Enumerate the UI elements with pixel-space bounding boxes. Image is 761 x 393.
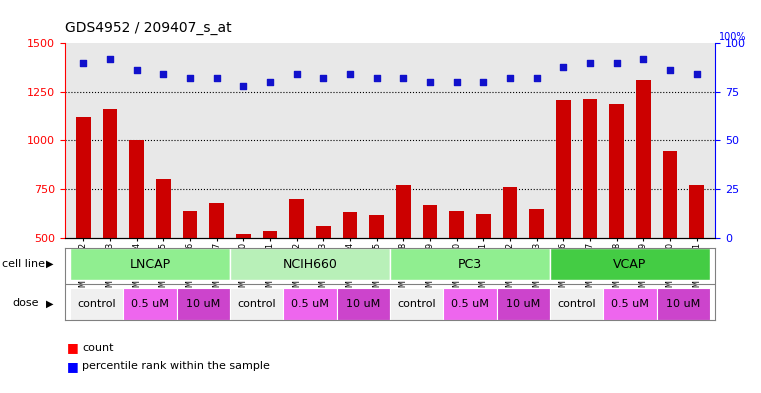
Bar xyxy=(396,185,411,335)
Bar xyxy=(444,288,497,320)
Point xyxy=(424,79,436,85)
Text: 10 uM: 10 uM xyxy=(506,299,540,309)
Point xyxy=(530,75,543,81)
Text: 0.5 uM: 0.5 uM xyxy=(611,299,649,309)
Bar xyxy=(530,209,544,335)
Text: percentile rank within the sample: percentile rank within the sample xyxy=(82,361,270,371)
Text: 10 uM: 10 uM xyxy=(666,299,700,309)
Text: NCIH660: NCIH660 xyxy=(282,258,337,271)
Bar xyxy=(289,199,304,335)
Point xyxy=(637,56,649,62)
Point xyxy=(477,79,489,85)
Bar xyxy=(342,211,358,335)
Text: 0.5 uM: 0.5 uM xyxy=(451,299,489,309)
Bar xyxy=(390,288,444,320)
Text: ▶: ▶ xyxy=(46,259,53,269)
Text: control: control xyxy=(557,299,596,309)
Bar xyxy=(503,187,517,335)
Bar xyxy=(663,151,677,335)
Bar xyxy=(550,288,603,320)
Bar xyxy=(283,288,336,320)
Bar xyxy=(556,100,571,335)
Point xyxy=(610,59,622,66)
Bar xyxy=(390,248,550,280)
Bar xyxy=(369,215,384,335)
Text: control: control xyxy=(397,299,436,309)
Point xyxy=(397,75,409,81)
Text: control: control xyxy=(237,299,276,309)
Point xyxy=(504,75,516,81)
Point xyxy=(690,71,702,77)
Bar xyxy=(316,226,331,335)
Point xyxy=(344,71,356,77)
Bar xyxy=(689,185,704,335)
Point xyxy=(211,75,223,81)
Text: ▶: ▶ xyxy=(46,298,53,309)
Bar xyxy=(550,248,710,280)
Point xyxy=(557,63,569,70)
Point xyxy=(291,71,303,77)
Bar xyxy=(263,231,277,335)
Text: 0.5 uM: 0.5 uM xyxy=(291,299,329,309)
Bar xyxy=(449,211,464,335)
Point xyxy=(104,56,116,62)
Text: GDS4952 / 209407_s_at: GDS4952 / 209407_s_at xyxy=(65,21,231,35)
Bar xyxy=(70,248,230,280)
Bar xyxy=(422,205,438,335)
Point xyxy=(158,71,170,77)
Text: 0.5 uM: 0.5 uM xyxy=(131,299,169,309)
Bar xyxy=(103,109,117,335)
Point xyxy=(371,75,383,81)
Point xyxy=(584,59,596,66)
Bar xyxy=(603,288,657,320)
Bar xyxy=(657,288,710,320)
Bar xyxy=(230,248,390,280)
Bar xyxy=(156,179,170,335)
Bar xyxy=(336,288,390,320)
Point xyxy=(264,79,276,85)
Text: VCAP: VCAP xyxy=(613,258,647,271)
Point xyxy=(131,67,143,73)
Point xyxy=(317,75,330,81)
Text: 10 uM: 10 uM xyxy=(346,299,380,309)
Text: PC3: PC3 xyxy=(458,258,482,271)
Text: control: control xyxy=(78,299,116,309)
Text: LNCAP: LNCAP xyxy=(129,258,170,271)
Text: ■: ■ xyxy=(67,360,78,373)
Text: count: count xyxy=(82,343,113,353)
Text: 100%: 100% xyxy=(719,32,747,42)
Bar xyxy=(230,288,283,320)
Bar xyxy=(209,203,224,335)
Bar xyxy=(610,103,624,335)
Bar xyxy=(636,80,651,335)
Bar xyxy=(177,288,230,320)
Bar xyxy=(76,117,91,335)
Bar xyxy=(497,288,550,320)
Text: dose: dose xyxy=(12,298,39,309)
Point xyxy=(184,75,196,81)
Bar xyxy=(123,288,177,320)
Bar xyxy=(583,99,597,335)
Point xyxy=(237,83,250,89)
Bar xyxy=(183,211,197,335)
Text: cell line: cell line xyxy=(2,259,46,269)
Text: ■: ■ xyxy=(67,341,78,354)
Bar xyxy=(476,215,491,335)
Point xyxy=(78,59,90,66)
Bar xyxy=(129,140,144,335)
Bar xyxy=(236,234,250,335)
Bar xyxy=(70,288,123,320)
Point xyxy=(664,67,676,73)
Point xyxy=(451,79,463,85)
Text: 10 uM: 10 uM xyxy=(186,299,221,309)
